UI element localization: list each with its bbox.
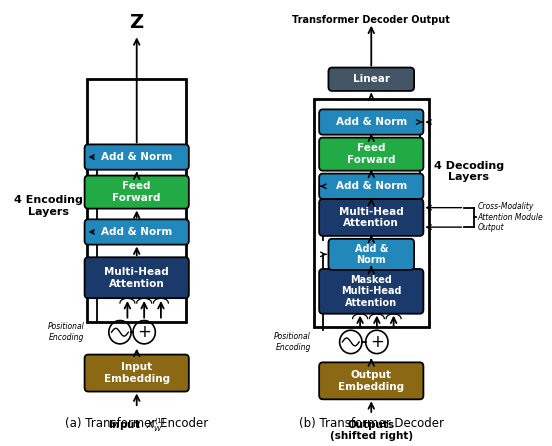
Text: 4 Encoding
Layers: 4 Encoding Layers bbox=[14, 195, 83, 216]
Bar bbox=[314, 99, 429, 327]
FancyBboxPatch shape bbox=[319, 269, 423, 314]
FancyBboxPatch shape bbox=[328, 239, 414, 270]
Text: Add & Norm: Add & Norm bbox=[336, 117, 407, 127]
Text: Input  $X_W^{(1)}$: Input $X_W^{(1)}$ bbox=[108, 416, 166, 434]
Text: +: + bbox=[137, 323, 151, 341]
Text: Transformer Decoder Output: Transformer Decoder Output bbox=[293, 15, 450, 25]
Text: Linear: Linear bbox=[353, 74, 390, 84]
Text: (b) Transformer Decoder: (b) Transformer Decoder bbox=[299, 417, 444, 430]
Text: Feed
Forward: Feed Forward bbox=[347, 143, 396, 165]
Text: Positional
Encoding: Positional Encoding bbox=[48, 322, 84, 342]
FancyBboxPatch shape bbox=[319, 138, 423, 171]
Text: (a) Transformer Encoder: (a) Transformer Encoder bbox=[65, 417, 208, 430]
Text: $\mathbf{Z}$: $\mathbf{Z}$ bbox=[129, 13, 144, 32]
Text: Add &
Norm: Add & Norm bbox=[354, 244, 388, 265]
FancyBboxPatch shape bbox=[84, 219, 189, 244]
FancyBboxPatch shape bbox=[319, 362, 423, 399]
FancyBboxPatch shape bbox=[84, 257, 189, 298]
FancyBboxPatch shape bbox=[319, 199, 423, 236]
Text: Input
Embedding: Input Embedding bbox=[104, 362, 170, 384]
Text: Feed
Forward: Feed Forward bbox=[113, 181, 161, 203]
FancyBboxPatch shape bbox=[84, 176, 189, 209]
Text: Cross-Modality
Attention Module
Output: Cross-Modality Attention Module Output bbox=[477, 202, 543, 232]
Text: Multi-Head
Attention: Multi-Head Attention bbox=[104, 267, 169, 289]
FancyBboxPatch shape bbox=[328, 67, 414, 91]
FancyBboxPatch shape bbox=[319, 173, 423, 199]
FancyBboxPatch shape bbox=[84, 145, 189, 170]
Text: +: + bbox=[370, 333, 384, 351]
Bar bbox=[87, 79, 186, 322]
Text: Outputs
(shifted right): Outputs (shifted right) bbox=[330, 420, 413, 442]
FancyBboxPatch shape bbox=[319, 109, 423, 135]
Text: Multi-Head
Attention: Multi-Head Attention bbox=[339, 206, 404, 228]
FancyBboxPatch shape bbox=[84, 355, 189, 392]
Text: Output
Embedding: Output Embedding bbox=[338, 370, 404, 392]
Text: Add & Norm: Add & Norm bbox=[101, 227, 172, 237]
Text: Masked
Multi-Head
Attention: Masked Multi-Head Attention bbox=[341, 275, 401, 308]
Text: Add & Norm: Add & Norm bbox=[336, 181, 407, 191]
Text: 4 Decoding
Layers: 4 Decoding Layers bbox=[434, 161, 504, 182]
Text: Positional
Encoding: Positional Encoding bbox=[274, 332, 311, 351]
Text: Add & Norm: Add & Norm bbox=[101, 152, 172, 162]
